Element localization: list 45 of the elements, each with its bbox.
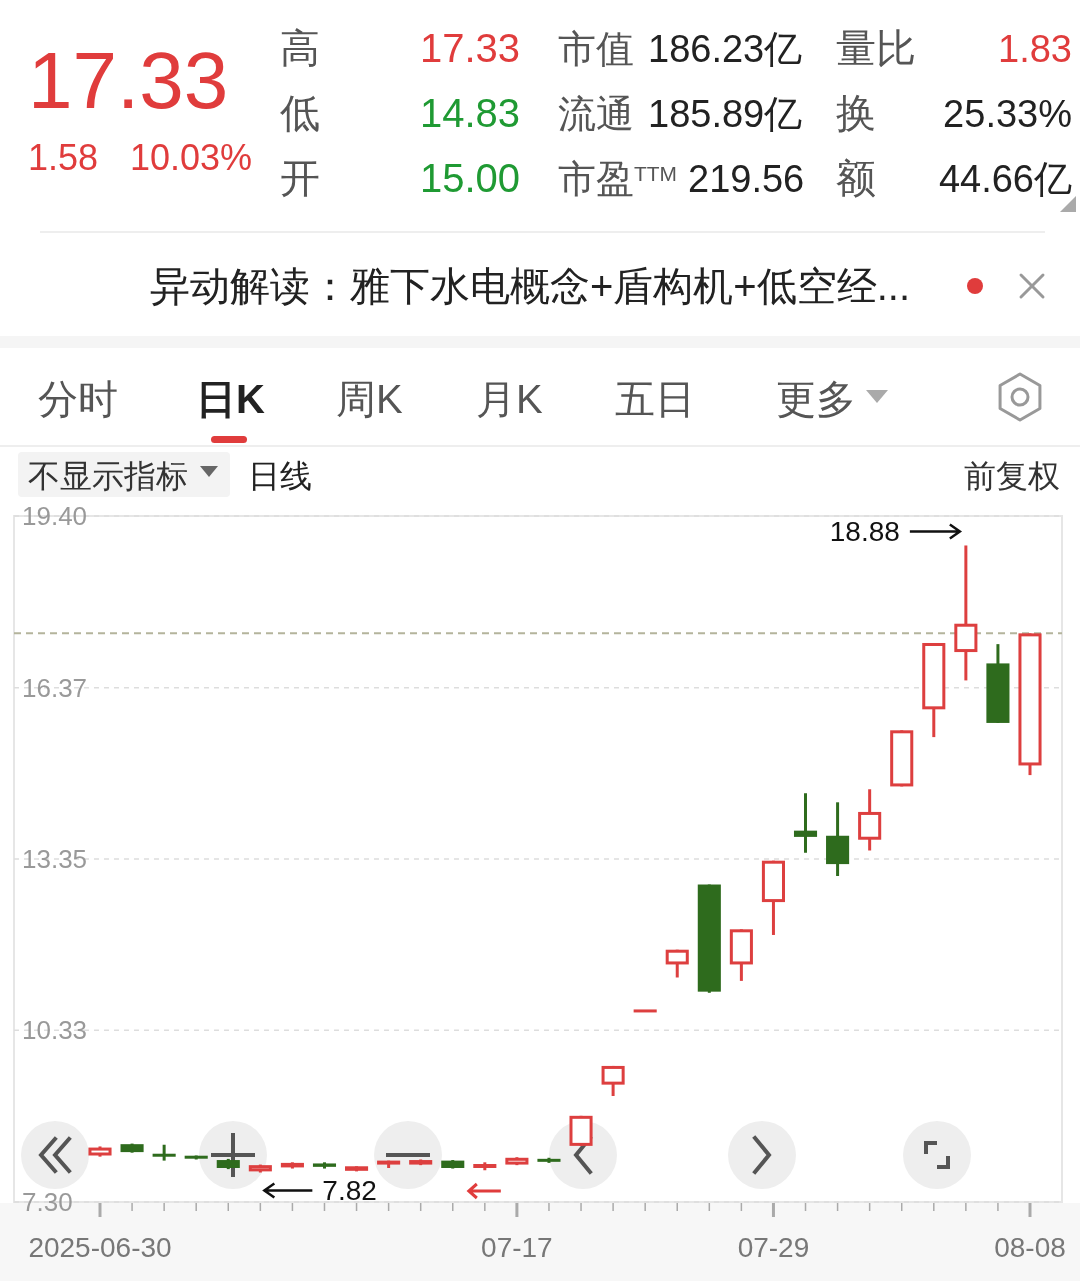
text: 更多 xyxy=(776,377,856,421)
text: 不显示指标 xyxy=(28,458,188,494)
text: 日K xyxy=(196,377,265,421)
y-tick-label: 10.33 xyxy=(22,1015,88,1046)
text: 异动解读：雅下水电概念+盾构机+低空经... xyxy=(150,264,911,308)
text: 186.23亿 xyxy=(648,28,803,70)
text: 185.89亿 xyxy=(648,93,803,135)
text: 分时 xyxy=(38,377,118,421)
text: 五日 xyxy=(615,377,695,421)
text: 流通 xyxy=(558,93,634,135)
text: 14.83 xyxy=(419,91,520,135)
text: 10.03% xyxy=(130,137,253,178)
annotation: 7.82 xyxy=(322,1175,377,1207)
text: 低 xyxy=(280,91,320,135)
y-tick-label: 16.37 xyxy=(22,672,88,703)
x-tick-label: 08-08 xyxy=(994,1232,1066,1263)
y-tick-label: 7.30 xyxy=(22,1187,73,1217)
text: 换 xyxy=(836,91,876,135)
candlestick xyxy=(665,949,689,978)
text: 44.66亿 xyxy=(938,158,1072,200)
text: 量比 xyxy=(836,26,916,70)
text: 17.33 xyxy=(28,36,229,125)
text: 25.33% xyxy=(943,93,1072,135)
text: 日线 xyxy=(248,458,312,494)
y-tick-label: 13.35 xyxy=(22,844,88,874)
text: 219.56 xyxy=(688,158,805,200)
text: 17.33 xyxy=(419,26,520,70)
text: 高 xyxy=(280,26,320,70)
x-tick-label: 07-29 xyxy=(737,1232,810,1263)
text: 额 xyxy=(836,156,876,200)
candlestick xyxy=(601,1064,625,1096)
y-tick-label: 19.40 xyxy=(22,501,88,531)
annotation: 18.88 xyxy=(829,515,900,547)
text: 市值 xyxy=(558,28,634,70)
x-tick-label: 07-17 xyxy=(481,1232,553,1263)
text: 1.83 xyxy=(998,28,1072,70)
text: 月K xyxy=(476,377,543,421)
text: 开 xyxy=(280,156,320,200)
text: 15.00 xyxy=(419,156,520,200)
text: 市盈$^{TTM}$ xyxy=(558,158,677,200)
text: 周K xyxy=(336,377,403,421)
text: 1.58 xyxy=(28,137,99,178)
text: 前复权 xyxy=(964,458,1060,494)
x-tick-label: 2025-06-30 xyxy=(28,1232,172,1263)
candlestick xyxy=(793,793,818,853)
